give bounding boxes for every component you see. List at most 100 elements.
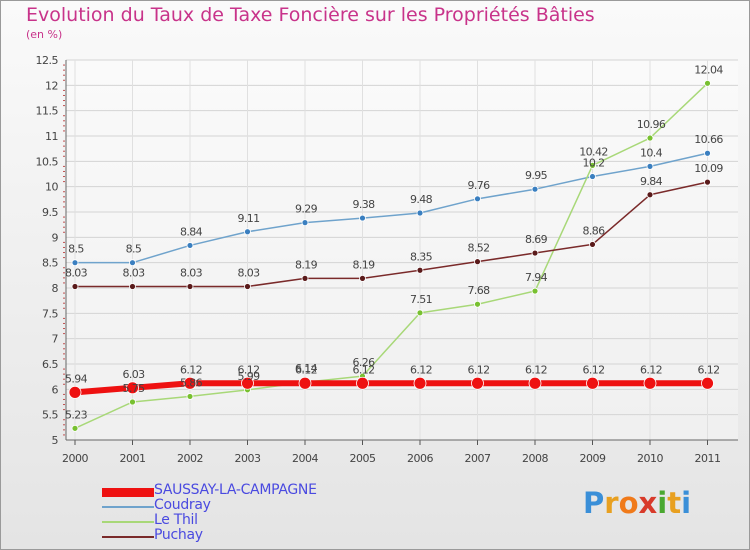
x-tick-label: 2007 [465, 452, 491, 465]
data-point-coudray [71, 259, 79, 267]
data-point-saussay-la-campagne [68, 385, 82, 399]
logo-letter: r [604, 486, 619, 520]
data-point-le-thil [474, 300, 481, 308]
data-label-coudray: 9.95 [525, 169, 548, 182]
data-point-le-thil [531, 287, 539, 295]
data-point-le-thil [646, 134, 654, 142]
data-point-puchay [416, 266, 424, 274]
data-label-le-thil: 5.75 [122, 382, 145, 395]
logo-letter: P [583, 486, 605, 520]
data-point-saussay-la-campagne [471, 376, 484, 390]
data-point-puchay [359, 274, 366, 282]
plot-area [66, 60, 738, 440]
x-tick-label: 2004 [292, 452, 318, 465]
data-point-coudray [359, 214, 366, 222]
data-point-coudray [646, 162, 654, 170]
data-label-coudray: 8.5 [126, 243, 142, 256]
data-point-saussay-la-campagne [528, 376, 542, 390]
logo-letter: o [618, 486, 639, 520]
x-tick-label: 2003 [235, 452, 261, 465]
data-label-coudray: 9.29 [295, 203, 318, 216]
data-point-puchay [646, 191, 654, 199]
data-label-puchay: 9.84 [640, 175, 663, 188]
data-point-coudray [704, 149, 711, 157]
legend-swatch-coudray [102, 506, 154, 508]
series-line-le-thil [74, 82, 709, 430]
data-label-saussay-la-campagne: 6.12 [295, 363, 317, 376]
data-point-le-thil [416, 309, 424, 317]
data-point-puchay [474, 258, 481, 266]
x-tick-label: 2001 [120, 452, 146, 465]
data-point-coudray [416, 209, 424, 217]
legend-label-saussay-la-campagne: SAUSSAY-LA-CAMPAGNE [154, 482, 317, 498]
data-point-puchay [531, 249, 539, 257]
data-label-le-thil: 10.42 [579, 145, 608, 158]
data-label-saussay-la-campagne: 6.12 [237, 363, 259, 376]
data-label-puchay: 8.03 [180, 266, 203, 279]
logo-letter: t [667, 486, 682, 520]
data-label-saussay-la-campagne: 6.12 [640, 363, 662, 376]
x-tick-label: 2000 [62, 452, 88, 465]
data-label-saussay-la-campagne: 6.12 [582, 363, 604, 376]
y-tick-label: 7 [52, 333, 59, 346]
data-point-saussay-la-campagne [241, 376, 254, 390]
series-line-coudray [75, 152, 708, 264]
data-point-coudray [244, 228, 251, 236]
data-point-puchay [186, 283, 194, 290]
y-tick-label: 6 [52, 383, 59, 396]
data-label-coudray: 9.38 [352, 198, 375, 211]
data-label-coudray: 10.2 [582, 157, 604, 170]
data-label-puchay: 8.19 [295, 258, 318, 271]
y-tick-label: 12 [45, 79, 58, 92]
y-tick-label: 7.5 [42, 307, 58, 320]
data-label-puchay: 8.03 [65, 266, 88, 279]
legend-label-le-thil: Le Thil [154, 512, 198, 528]
data-point-coudray [301, 219, 309, 227]
data-point-puchay [244, 283, 251, 290]
y-tick-label: 10.5 [36, 155, 59, 168]
data-point-le-thil [129, 398, 136, 406]
y-tick-label: 10 [45, 181, 58, 194]
data-label-saussay-la-campagne: 6.12 [467, 363, 489, 376]
data-label-coudray: 8.84 [180, 225, 203, 238]
data-label-puchay: 8.35 [410, 250, 433, 263]
x-tick-label: 2006 [407, 452, 433, 465]
y-tick-label: 11.5 [36, 105, 59, 118]
data-label-le-thil: 6.14 [295, 362, 318, 375]
x-tick-label: 2005 [350, 452, 376, 465]
y-tick-label: 6.5 [42, 358, 58, 371]
x-tick-label: 2010 [637, 452, 663, 465]
data-point-puchay [301, 274, 309, 282]
legend-label-puchay: Puchay [154, 527, 203, 543]
data-point-puchay [129, 283, 136, 290]
data-label-le-thil: 6.26 [352, 356, 375, 369]
data-label-saussay-la-campagne: 6.12 [697, 363, 719, 376]
data-point-coudray [474, 195, 481, 203]
data-point-saussay-la-campagne [701, 376, 714, 390]
data-point-le-thil [186, 393, 194, 400]
proxiti-logo: Proxiti [583, 486, 691, 520]
x-tick-label: 2011 [695, 452, 721, 465]
data-label-le-thil: 12.04 [694, 63, 723, 76]
logo-letter: i [657, 486, 668, 520]
y-tick-label: 9.5 [42, 206, 58, 219]
data-point-le-thil [589, 161, 596, 169]
series-line-puchay [75, 181, 708, 288]
y-tick-label: 5 [52, 434, 59, 447]
data-label-coudray: 9.76 [467, 179, 490, 192]
legend-swatch-saussay-la-campagne [102, 487, 154, 497]
data-point-saussay-la-campagne [126, 381, 139, 395]
data-label-saussay-la-campagne: 6.12 [352, 363, 374, 376]
data-label-saussay-la-campagne: 6.12 [525, 363, 547, 376]
y-tick-label: 5.5 [42, 409, 58, 422]
data-point-puchay [589, 241, 596, 248]
data-label-le-thil: 5.86 [180, 376, 203, 389]
data-label-coudray: 10.4 [640, 146, 663, 159]
logo-letter: i [681, 486, 692, 520]
y-tick-label: 11 [45, 130, 58, 143]
x-tick-label: 2009 [580, 452, 606, 465]
data-label-le-thil: 7.51 [410, 293, 432, 306]
x-tick-label: 2008 [522, 452, 548, 465]
data-label-le-thil: 5.23 [65, 408, 88, 421]
